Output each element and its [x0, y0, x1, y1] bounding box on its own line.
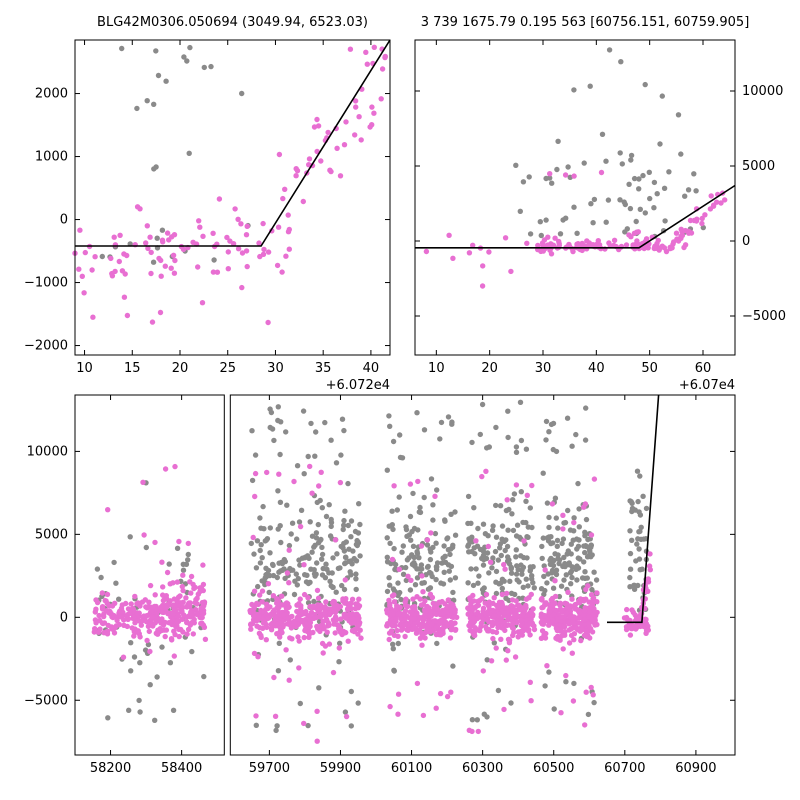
svg-text:50: 50 [641, 361, 658, 376]
svg-text:+6.07e4: +6.07e4 [679, 378, 735, 393]
svg-text:10000: 10000 [742, 84, 783, 99]
svg-text:30: 30 [267, 361, 284, 376]
svg-text:10: 10 [428, 361, 445, 376]
svg-text:30: 30 [535, 361, 552, 376]
svg-text:0: 0 [742, 234, 750, 249]
svg-text:−5000: −5000 [742, 309, 786, 324]
svg-text:59700: 59700 [249, 761, 290, 776]
svg-text:0: 0 [60, 610, 68, 625]
svg-text:59900: 59900 [320, 761, 361, 776]
svg-text:40: 40 [588, 361, 605, 376]
svg-text:2000: 2000 [35, 87, 68, 102]
svg-text:20: 20 [481, 361, 498, 376]
svg-text:−1000: −1000 [24, 276, 68, 291]
svg-text:5000: 5000 [35, 527, 68, 542]
svg-text:60900: 60900 [675, 761, 716, 776]
svg-text:60700: 60700 [604, 761, 645, 776]
svg-text:60300: 60300 [462, 761, 503, 776]
svg-text:20: 20 [172, 361, 189, 376]
plot-title-right: 3 739 1675.79 0.195 563 [60756.151, 6075… [420, 15, 750, 30]
svg-text:0: 0 [60, 213, 68, 228]
svg-text:10: 10 [76, 361, 93, 376]
svg-text:−2000: −2000 [24, 339, 68, 354]
svg-text:40: 40 [363, 361, 380, 376]
svg-text:15: 15 [124, 361, 141, 376]
svg-text:5000: 5000 [742, 159, 775, 174]
svg-text:1000: 1000 [35, 150, 68, 165]
svg-text:60: 60 [695, 361, 712, 376]
svg-text:60100: 60100 [391, 761, 432, 776]
svg-text:−5000: −5000 [24, 693, 68, 708]
svg-text:58400: 58400 [161, 761, 202, 776]
svg-text:10000: 10000 [27, 444, 68, 459]
svg-text:25: 25 [219, 361, 236, 376]
plot-title-left: BLG42M0306.050694 (3049.94, 6523.03) [97, 15, 368, 30]
svg-text:35: 35 [315, 361, 332, 376]
svg-text:58200: 58200 [90, 761, 131, 776]
svg-text:60500: 60500 [533, 761, 574, 776]
svg-text:+6.072e4: +6.072e4 [326, 378, 390, 393]
